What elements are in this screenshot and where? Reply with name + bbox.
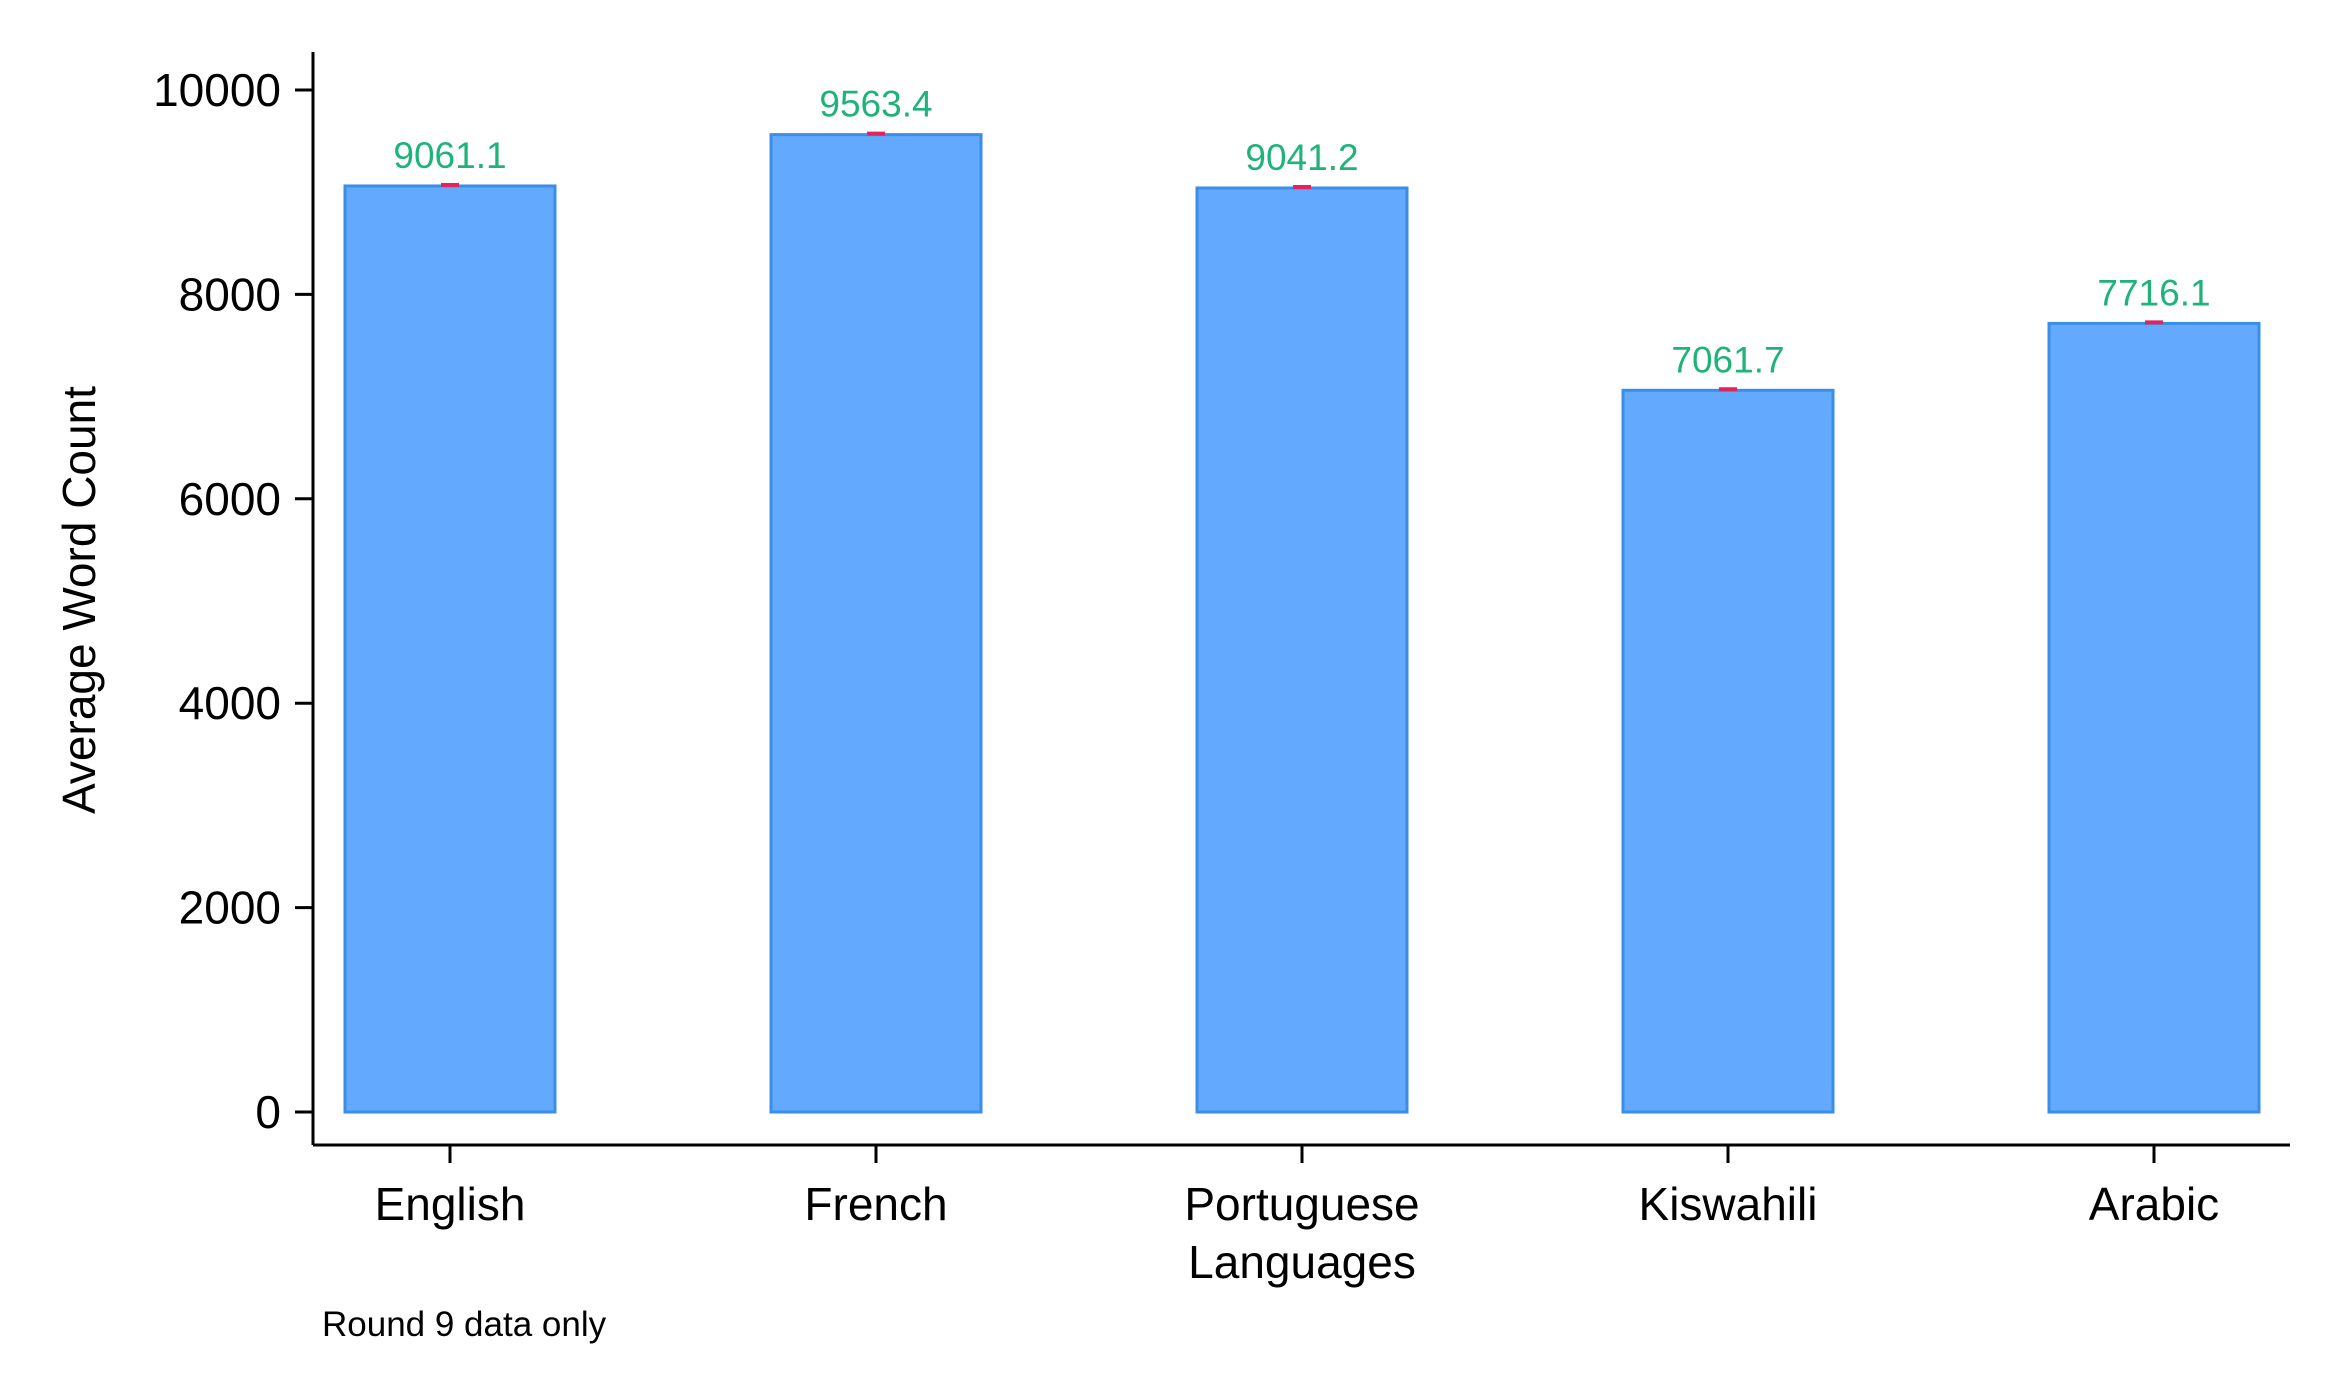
- y-tick-label: 2000: [179, 882, 281, 934]
- bar-arabic: [2047, 321, 2261, 1114]
- y-tick-label: 10000: [153, 64, 281, 116]
- bar-portuguese: [1195, 186, 1409, 1114]
- data-label: 9061.1: [393, 135, 506, 176]
- y-tick-label: 4000: [179, 677, 281, 729]
- y-tick-label: 6000: [179, 473, 281, 525]
- bar-french: [769, 133, 983, 1114]
- x-tick-label: French: [804, 1178, 947, 1230]
- x-axis-title: Languages: [1188, 1236, 1416, 1288]
- data-label: 7061.7: [1671, 339, 1784, 380]
- y-ticks: 0 2000 4000 6000 8000 10000: [153, 64, 313, 1138]
- x-tick-label: Kiswahili: [1639, 1178, 1818, 1230]
- x-ticks: English French Portuguese Kiswahili Arabic: [375, 1145, 2219, 1230]
- data-label: 7716.1: [2097, 272, 2210, 313]
- x-tick-label: Arabic: [2089, 1178, 2219, 1230]
- y-axis-title: Average Word Count: [53, 386, 105, 814]
- bar-kiswahili: [1621, 388, 1835, 1114]
- chart-note: Round 9 data only: [322, 1305, 607, 1344]
- x-tick-label: Portuguese: [1184, 1178, 1419, 1230]
- data-label: 9563.4: [819, 84, 932, 125]
- x-tick-label: English: [375, 1178, 526, 1230]
- bars-layer: 9061.1 9563.4 9041.2 7061.7 7716.1: [343, 84, 2261, 1114]
- y-tick-label: 8000: [179, 268, 281, 320]
- bar-english: [343, 184, 557, 1114]
- data-label: 9041.2: [1245, 137, 1358, 178]
- y-tick-label: 0: [255, 1086, 281, 1138]
